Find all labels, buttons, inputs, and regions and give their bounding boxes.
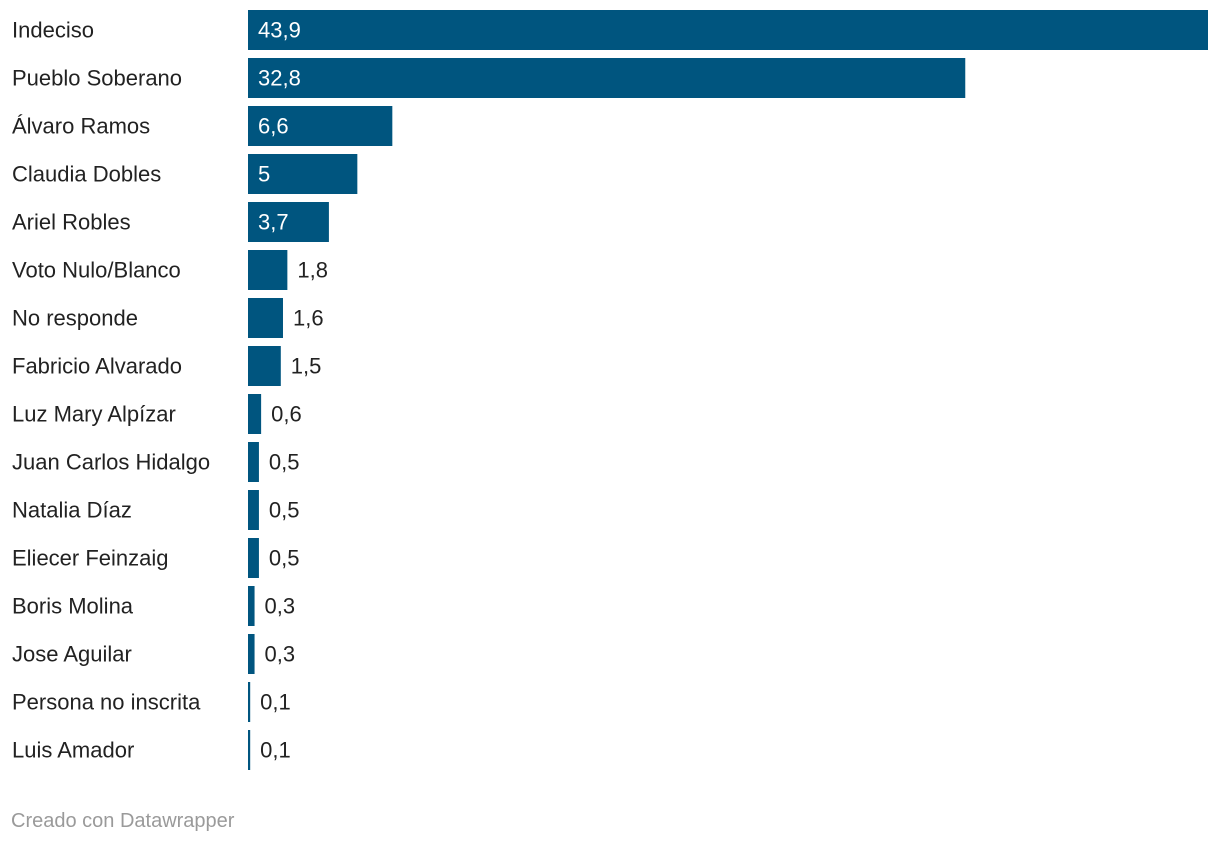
datawrapper-credit: Creado con Datawrapper [11,810,235,832]
value-label: 5 [258,162,270,187]
bar [248,538,259,578]
category-label: Claudia Dobles [12,162,161,187]
category-label: Fabricio Alvarado [12,354,182,379]
category-label: No responde [12,306,138,331]
bar [248,106,393,146]
value-label: 0,1 [260,738,291,763]
bar-row: Indeciso 43,9 [12,10,1208,50]
value-label: 1,6 [293,306,324,331]
bar [248,346,281,386]
bar [248,586,255,626]
category-label: Luis Amador [12,738,134,763]
bar [248,10,1208,50]
value-label: 3,7 [258,210,289,235]
value-label: 0,5 [269,498,300,523]
bar-row: Ariel Robles 3,7 [12,202,329,242]
bar-chart: Indeciso 43,9 Pueblo Soberano 32,8 Álvaro Ra… [12,10,1208,770]
bar [248,682,251,722]
bar [248,442,259,482]
value-label: 43,9 [258,18,301,43]
value-label: 1,5 [291,354,322,379]
bar [248,490,259,530]
category-label: Pueblo Soberano [12,66,182,91]
bar-row: Fabricio Alvarado 1,5 [12,346,321,386]
value-label: 32,8 [258,66,301,91]
category-label: Boris Molina [12,594,134,619]
category-label: Voto Nulo/Blanco [12,258,181,283]
value-label: 6,6 [258,114,289,139]
bar-row: Persona no inscrita 0,1 [12,682,291,722]
bar-row: Eliecer Feinzaig 0,5 [12,538,300,578]
category-label: Ariel Robles [12,210,131,235]
bar [248,250,288,290]
bar-row: Luz Mary Alpízar 0,6 [12,394,302,434]
bar [248,394,262,434]
bar-row: Boris Molina 0,3 [12,586,295,626]
value-label: 0,3 [265,642,296,667]
category-label: Jose Aguilar [12,642,132,667]
value-label: 0,6 [271,402,302,427]
bar [248,730,251,770]
bar-row: Natalia Díaz 0,5 [12,490,300,530]
bar [248,202,329,242]
bar-row: Álvaro Ramos 6,6 [12,106,393,146]
bar [248,58,966,98]
bar-row: Jose Aguilar 0,3 [12,634,295,674]
category-label: Indeciso [12,18,94,43]
value-label: 1,8 [297,258,328,283]
category-label: Luz Mary Alpízar [12,402,176,427]
category-label: Juan Carlos Hidalgo [12,450,210,475]
bar-row: Voto Nulo/Blanco 1,8 [12,250,328,290]
category-label: Persona no inscrita [12,690,201,715]
category-label: Eliecer Feinzaig [12,546,169,571]
bar [248,634,255,674]
bar-row: No responde 1,6 [12,298,324,338]
value-label: 0,5 [269,546,300,571]
bar-row: Juan Carlos Hidalgo 0,5 [12,442,300,482]
bar [248,298,283,338]
category-label: Natalia Díaz [12,498,132,523]
value-label: 0,1 [260,690,291,715]
bar-row: Luis Amador 0,1 [12,730,291,770]
bar-row: Claudia Dobles 5 [12,154,358,194]
bar [248,154,358,194]
bar-row: Pueblo Soberano 32,8 [12,58,966,98]
value-label: 0,3 [265,594,296,619]
category-label: Álvaro Ramos [12,114,150,139]
value-label: 0,5 [269,450,300,475]
